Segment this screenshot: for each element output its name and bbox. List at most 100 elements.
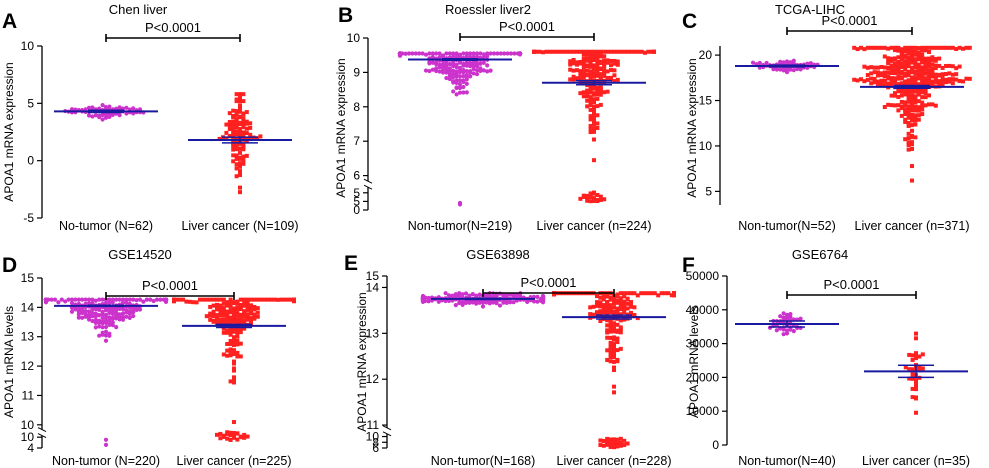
data-point xyxy=(232,308,236,313)
data-point xyxy=(234,92,239,97)
data-point xyxy=(443,298,448,304)
data-point xyxy=(235,342,240,347)
data-point xyxy=(896,89,901,94)
data-point xyxy=(903,45,908,50)
data-point xyxy=(461,63,466,68)
data-point xyxy=(487,301,492,306)
data-point xyxy=(234,112,239,117)
data-point xyxy=(461,69,466,75)
data-point xyxy=(920,103,925,108)
data-point xyxy=(913,80,918,85)
data-point xyxy=(920,65,925,70)
data-point xyxy=(612,321,616,326)
data-point xyxy=(227,120,232,125)
data-point xyxy=(234,99,239,104)
data-point xyxy=(581,90,586,95)
data-point xyxy=(625,441,630,446)
data-point xyxy=(615,298,620,303)
data-point xyxy=(208,311,213,316)
data-point xyxy=(43,298,49,303)
data-point xyxy=(933,63,938,68)
data-point xyxy=(578,69,583,74)
data-point xyxy=(906,64,911,69)
data-point xyxy=(228,342,233,347)
data-point xyxy=(454,80,459,86)
data-point xyxy=(879,45,884,50)
data-point xyxy=(244,136,249,141)
data-point xyxy=(967,76,972,81)
data-point xyxy=(588,114,593,119)
data-point xyxy=(869,65,874,70)
data-point xyxy=(913,59,918,64)
data-point xyxy=(781,311,786,316)
data-point xyxy=(258,134,263,139)
data-point xyxy=(622,310,627,315)
data-point xyxy=(259,297,264,302)
y-tick-label: 15 xyxy=(699,94,713,108)
data-point xyxy=(518,294,523,299)
data-point xyxy=(120,317,126,322)
data-point xyxy=(592,74,596,79)
data-point xyxy=(903,92,908,97)
data-point xyxy=(454,69,459,74)
data-point xyxy=(585,52,590,57)
data-point xyxy=(228,330,233,335)
data-point xyxy=(595,92,600,97)
data-point xyxy=(907,352,912,357)
data-point xyxy=(238,312,243,317)
data-point xyxy=(232,430,236,435)
data-point xyxy=(598,318,603,323)
data-point xyxy=(225,320,230,325)
data-point xyxy=(464,54,469,59)
data-point xyxy=(906,80,911,85)
data-point xyxy=(967,45,972,50)
data-point xyxy=(615,294,620,299)
data-point xyxy=(100,297,105,302)
data-point xyxy=(784,331,790,336)
data-point xyxy=(947,63,952,68)
data-point xyxy=(232,313,236,318)
data-point xyxy=(879,78,884,83)
y-tick-label: 5 xyxy=(353,194,360,208)
data-point xyxy=(241,122,246,127)
data-point xyxy=(913,69,918,74)
data-point xyxy=(933,76,938,81)
data-point xyxy=(893,103,897,108)
data-point xyxy=(615,336,620,341)
data-point xyxy=(76,306,81,311)
data-point xyxy=(595,55,600,60)
data-point xyxy=(601,307,606,312)
data-point xyxy=(238,131,242,136)
data-point xyxy=(605,318,610,323)
data-point xyxy=(585,98,590,103)
data-point xyxy=(485,69,490,74)
data-point xyxy=(618,291,623,296)
data-point xyxy=(899,106,904,111)
data-point xyxy=(124,111,129,116)
data-point xyxy=(440,54,446,59)
pvalue-label: P<0.0001 xyxy=(142,278,198,293)
data-point xyxy=(588,199,593,204)
data-point xyxy=(927,68,931,73)
data-point xyxy=(211,303,216,308)
data-point xyxy=(612,68,617,73)
data-point xyxy=(916,117,921,122)
data-point xyxy=(907,367,912,372)
data-point xyxy=(592,122,596,127)
data-point xyxy=(221,330,226,335)
data-point xyxy=(598,86,603,91)
data-point xyxy=(615,306,620,311)
data-point xyxy=(531,299,537,304)
data-point xyxy=(920,87,925,92)
data-point xyxy=(588,192,593,197)
data-point xyxy=(232,375,236,380)
data-point xyxy=(255,310,260,315)
data-point xyxy=(228,318,233,323)
data-point xyxy=(798,316,803,321)
panel-letter: A xyxy=(2,10,17,33)
data-point xyxy=(588,312,593,317)
data-point xyxy=(609,63,613,68)
data-point xyxy=(571,68,576,73)
data-point xyxy=(608,324,613,329)
data-point xyxy=(204,314,209,319)
